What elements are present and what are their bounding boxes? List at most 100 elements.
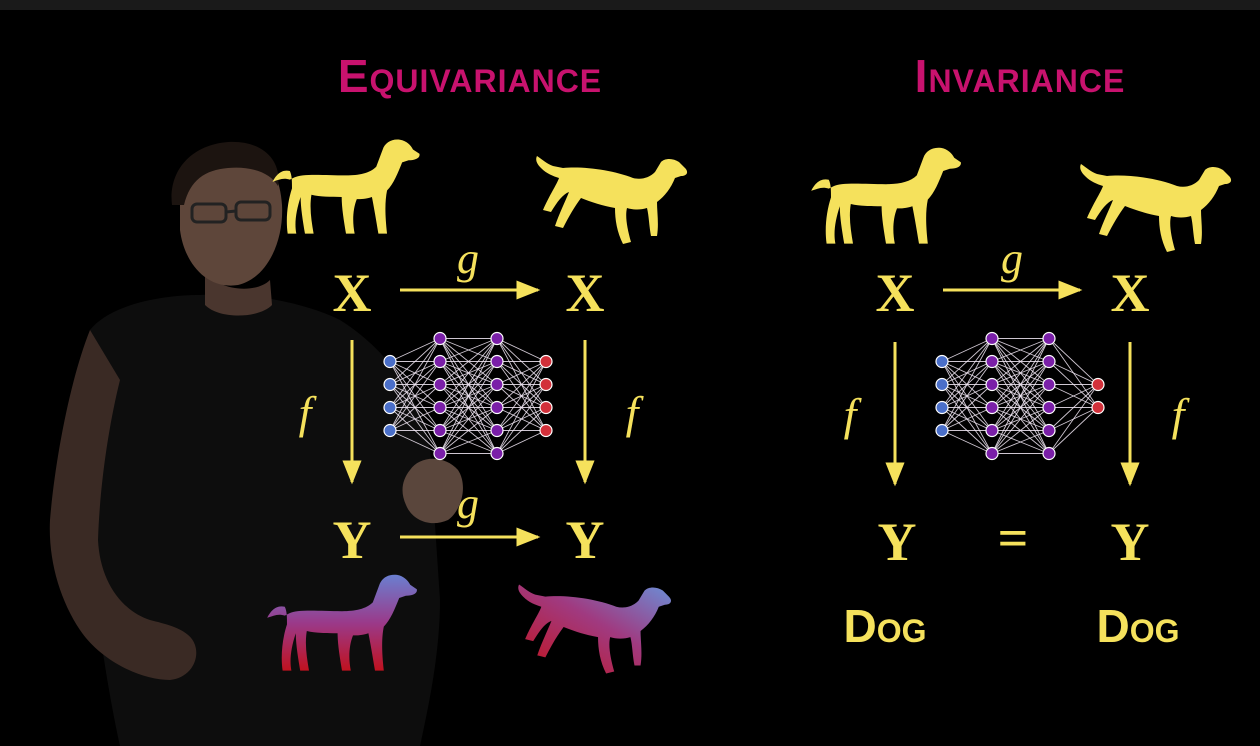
dog-class-label: Dog (843, 600, 926, 652)
network-node (1042, 354, 1056, 369)
network-edge (1048, 338, 1099, 385)
network-node (490, 446, 504, 461)
network-node (539, 400, 553, 415)
network-node (985, 423, 999, 438)
network-edge (941, 338, 993, 408)
network-edge (991, 430, 1050, 454)
x-right-label: X (566, 263, 605, 323)
network-edge (991, 338, 1050, 408)
top-bar (0, 0, 1260, 10)
network-node (490, 423, 504, 438)
dog-icon (272, 139, 420, 234)
network-node (985, 446, 999, 461)
dog-icon (536, 156, 688, 244)
network-edge (439, 338, 498, 408)
network-edge (389, 338, 441, 431)
neural-network-icon (383, 331, 553, 461)
network-node (433, 446, 447, 461)
network-edge (496, 338, 547, 362)
network-node (1042, 377, 1056, 392)
network-edge (496, 407, 547, 454)
equivariance-diagram (267, 139, 688, 674)
network-node (433, 331, 447, 346)
network-edge (389, 361, 441, 431)
network-edge (439, 361, 498, 454)
dog-class-label: Dog (1096, 600, 1179, 652)
network-node (985, 331, 999, 346)
network-edge (991, 407, 1050, 454)
network-edge (439, 384, 498, 454)
x-left-label: X (876, 263, 915, 323)
network-edge (991, 384, 1050, 454)
network-node (490, 377, 504, 392)
network-node (433, 354, 447, 369)
g-top-label: g (1001, 234, 1023, 283)
invariance-diagram (811, 147, 1232, 487)
y-left-label: Y (333, 510, 372, 570)
network-edge (941, 338, 993, 385)
network-edge (389, 384, 441, 431)
f-right-label: f (1172, 389, 1191, 440)
presenter (49, 141, 463, 746)
network-edge (1048, 384, 1099, 431)
dog-icon (518, 584, 672, 674)
network-edge (439, 338, 498, 454)
network-node (1042, 331, 1056, 346)
network-node (539, 354, 553, 369)
x-right-label: X (1111, 263, 1150, 323)
network-edge (991, 338, 1050, 431)
y-left-label: Y (878, 512, 917, 572)
network-edge (389, 338, 441, 408)
network-node (985, 400, 999, 415)
network-edge (389, 430, 441, 454)
network-edge (991, 338, 1050, 385)
network-node (383, 377, 397, 392)
network-node (1091, 400, 1105, 415)
network-node (539, 377, 553, 392)
network-edge (496, 384, 547, 454)
network-edge (1048, 407, 1099, 454)
g-top-label: g (457, 234, 479, 283)
network-edge (496, 430, 547, 454)
network-edge (389, 338, 441, 385)
network-edge (991, 338, 1050, 454)
network-node (490, 331, 504, 346)
network-node (985, 377, 999, 392)
network-edge (1048, 384, 1099, 454)
dog-icon (811, 147, 961, 244)
network-edge (1048, 384, 1099, 408)
network-node (1042, 400, 1056, 415)
network-node (1091, 377, 1105, 392)
network-edge (496, 361, 547, 431)
network-edge (496, 361, 547, 385)
y-right-label: Y (1111, 512, 1150, 572)
equivariance-title: Equivariance (338, 50, 602, 102)
network-edge (496, 361, 547, 408)
network-edge (439, 338, 498, 431)
network-node (539, 423, 553, 438)
network-edge (389, 407, 441, 431)
network-node (433, 377, 447, 392)
g-bottom-label: g (457, 479, 479, 528)
network-edge (991, 338, 1050, 362)
invariance-title: Invariance (915, 50, 1126, 102)
dog-icon (1080, 164, 1232, 252)
network-node (935, 377, 949, 392)
network-node (433, 400, 447, 415)
y-right-label: Y (566, 510, 605, 570)
network-node (383, 423, 397, 438)
network-edge (439, 430, 498, 454)
network-edge (941, 338, 993, 431)
network-node (490, 400, 504, 415)
network-node (985, 354, 999, 369)
network-node (433, 423, 447, 438)
network-edge (941, 361, 993, 431)
network-node (1042, 423, 1056, 438)
network-node (935, 354, 949, 369)
x-left-label: X (333, 263, 372, 323)
equals-sign: = (998, 508, 1029, 568)
network-node (490, 354, 504, 369)
network-node (383, 400, 397, 415)
